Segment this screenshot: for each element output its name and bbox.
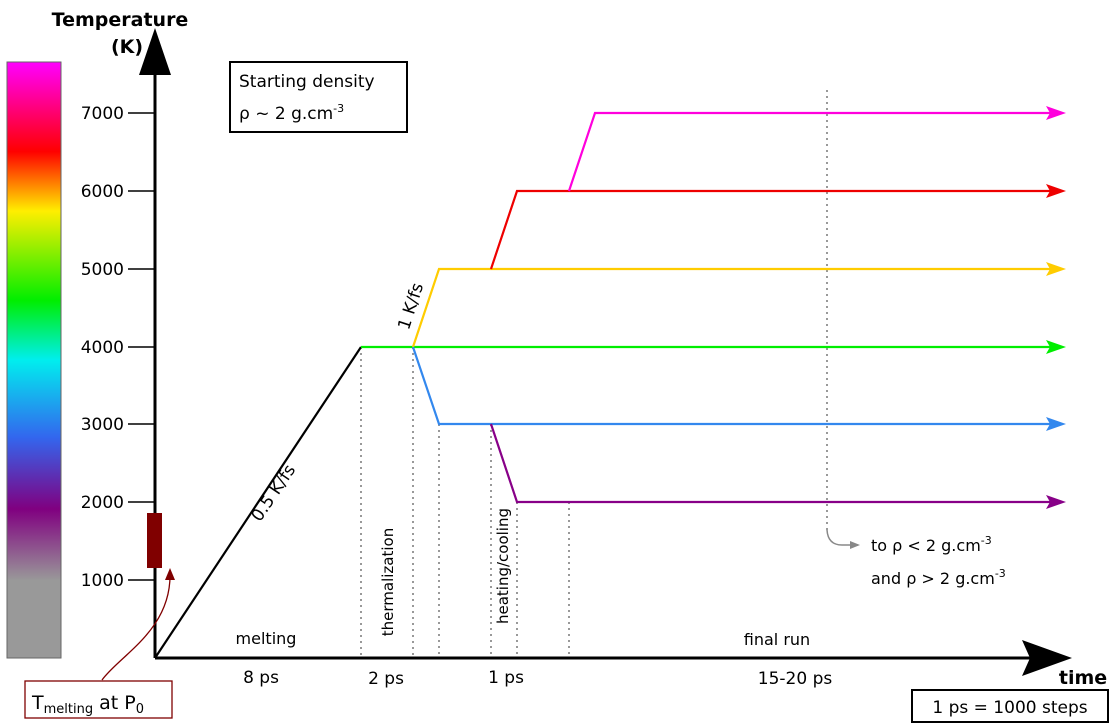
starting-density-value: ρ ~ 2 g.cm-3 bbox=[239, 102, 344, 124]
density-note-line1: to ρ < 2 g.cm-3 bbox=[871, 534, 992, 555]
y-tick-label: 6000 bbox=[81, 182, 124, 202]
path-7000K bbox=[567, 111, 1058, 192]
y-tick-label: 2000 bbox=[81, 493, 124, 513]
duration-final-run: 15-20 ps bbox=[758, 669, 833, 689]
steps-conversion-label: 1 ps = 1000 steps bbox=[932, 698, 1087, 718]
x-axis-arrowhead bbox=[1022, 640, 1072, 676]
arrowhead-7000K bbox=[1046, 106, 1066, 120]
y-tick-label: 1000 bbox=[81, 571, 124, 591]
y-axis-ticks: 1000 2000 3000 4000 5000 6000 7000 bbox=[81, 104, 155, 591]
y-axis-title-line1: Temperature bbox=[52, 9, 189, 31]
duration-thermalization: 2 ps bbox=[368, 669, 404, 689]
y-tick-label: 7000 bbox=[81, 104, 124, 124]
y-axis-title-line2: (K) bbox=[111, 36, 143, 58]
x-axis-title: time bbox=[1059, 667, 1107, 689]
phase-separators bbox=[360, 90, 828, 656]
y-tick-label: 3000 bbox=[81, 415, 124, 435]
path-5000K bbox=[411, 267, 1058, 348]
y-tick-label: 4000 bbox=[81, 338, 124, 358]
y-tick-label: 5000 bbox=[81, 260, 124, 280]
starting-density-box bbox=[229, 61, 408, 133]
phase-label-melting: melting bbox=[236, 629, 297, 648]
arrowhead-2000K bbox=[1046, 495, 1066, 509]
melt-rate-label: 0.5 K/fs bbox=[248, 461, 301, 525]
path-6000K bbox=[489, 189, 1058, 270]
melting-temperature-box bbox=[24, 680, 173, 719]
heat-rate-label: 1 K/fs bbox=[394, 280, 428, 332]
path-arrowheads bbox=[1046, 106, 1066, 509]
steps-conversion-box bbox=[911, 689, 1109, 723]
arrowhead-4000K bbox=[1046, 340, 1066, 354]
phase-label-final-run: final run bbox=[744, 630, 810, 649]
density-change-arrow bbox=[826, 529, 860, 549]
melting-pointer-line bbox=[101, 571, 171, 681]
density-note-line2: and ρ > 2 g.cm-3 bbox=[871, 567, 1006, 588]
duration-melting: 8 ps bbox=[243, 668, 279, 688]
arrowhead-5000K bbox=[1046, 262, 1066, 276]
phase-label-heating-cooling: heating/cooling bbox=[494, 508, 512, 624]
phase-label-thermalization: thermalization bbox=[379, 528, 397, 636]
arrowhead-6000K bbox=[1046, 184, 1066, 198]
temperature-paths bbox=[154, 111, 1058, 659]
arrowhead-3000K bbox=[1046, 417, 1066, 431]
path-3000K bbox=[411, 346, 1058, 426]
y-axis-arrowhead bbox=[139, 28, 171, 75]
melting-pointer-arrowhead bbox=[165, 568, 175, 580]
path-2000K bbox=[489, 423, 1058, 504]
starting-density-title: Starting density bbox=[239, 72, 375, 92]
melting-ramp-line bbox=[154, 346, 362, 659]
melting-temperature-marker bbox=[147, 513, 162, 568]
melting-temperature-label: Tmelting at P0 bbox=[31, 692, 144, 717]
duration-heating-cooling: 1 ps bbox=[488, 668, 524, 688]
temperature-colorbar bbox=[6, 61, 62, 659]
